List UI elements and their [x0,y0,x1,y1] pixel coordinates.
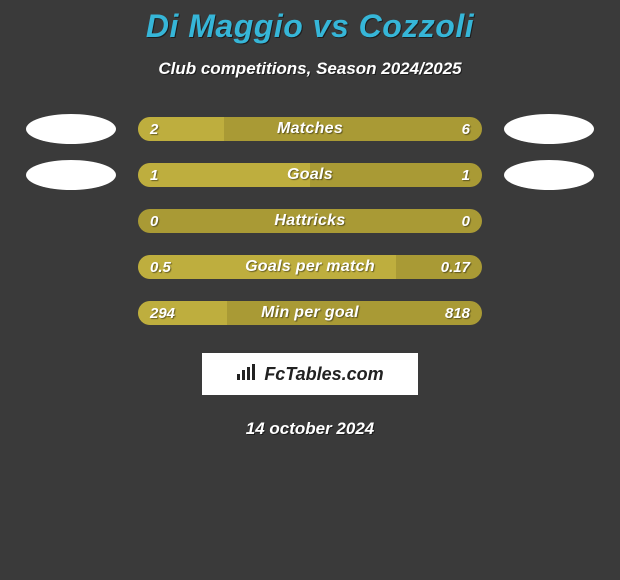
stat-rows: 26Matches 11Goals 00Hattricks 0.50.17Goals … [0,117,620,325]
stat-label: Min per goal [138,301,482,325]
brand-label: FcTables.com [236,363,383,386]
player-left-marker [26,160,116,190]
stat-bar: 11Goals [138,163,482,187]
stat-label: Goals per match [138,255,482,279]
player-right-marker [504,160,594,190]
stat-label: Matches [138,117,482,141]
stat-row: 26Matches [0,117,620,141]
stat-bar: 26Matches [138,117,482,141]
stat-bar: 0.50.17Goals per match [138,255,482,279]
brand-text: FcTables.com [264,364,383,385]
stat-row: 294818Min per goal [0,301,620,325]
stat-bar: 294818Min per goal [138,301,482,325]
brand-badge: FcTables.com [202,353,418,395]
stat-row: 00Hattricks [0,209,620,233]
page-title: Di Maggio vs Cozzoli [0,8,620,45]
footer-date: 14 october 2024 [0,419,620,439]
stat-label: Goals [138,163,482,187]
stat-row: 11Goals [0,163,620,187]
stat-bar: 00Hattricks [138,209,482,233]
stat-label: Hattricks [138,209,482,233]
player-left-marker [26,114,116,144]
subtitle: Club competitions, Season 2024/2025 [0,59,620,79]
bar-chart-icon [236,363,258,386]
player-right-marker [504,114,594,144]
comparison-infographic: Di Maggio vs Cozzoli Club competitions, … [0,0,620,439]
stat-row: 0.50.17Goals per match [0,255,620,279]
